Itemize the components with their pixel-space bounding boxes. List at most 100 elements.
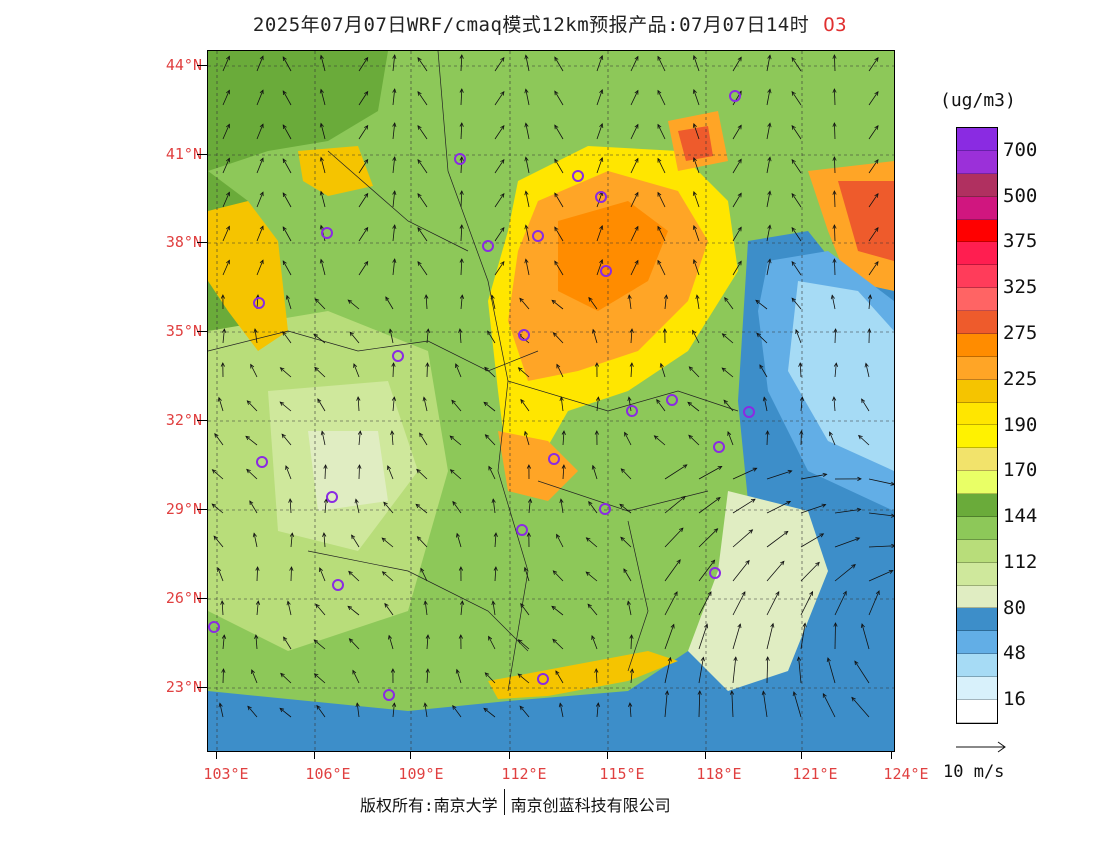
wind-arrow-head — [695, 294, 700, 300]
wind-arrow-head — [500, 192, 505, 198]
wind-arrow-head — [657, 259, 662, 265]
wind-arrow — [834, 88, 836, 106]
wind-arrow — [623, 568, 632, 582]
wind-arrow — [552, 639, 564, 650]
wind-arrow — [417, 57, 428, 72]
wind-arrow-head — [217, 567, 222, 572]
wind-arrow — [732, 57, 742, 72]
color-bar-label: 112 — [1003, 550, 1038, 573]
ozone-map[interactable] — [207, 50, 895, 752]
wind-arrow-head — [247, 705, 252, 711]
wind-arrow — [320, 89, 326, 106]
wind-arrow — [657, 90, 666, 106]
wind-arrow-head — [388, 634, 392, 640]
wind-arrow — [791, 193, 802, 208]
wind-arrow-head — [484, 434, 490, 439]
wind-arrow-head — [259, 259, 264, 265]
wind-arrow-head — [554, 226, 559, 232]
wind-arrow-head — [663, 294, 669, 299]
wind-arrow-head — [585, 571, 591, 576]
wind-arrow — [320, 55, 326, 72]
wind-arrow — [868, 227, 879, 242]
wind-arrow-head — [629, 328, 634, 333]
very-high-ozone-region — [558, 201, 668, 311]
wind-arrow-head — [692, 89, 697, 94]
wind-arrow — [222, 260, 230, 276]
wind-arrow — [692, 330, 700, 344]
wind-arrow — [222, 124, 230, 140]
wind-arrow-head — [791, 90, 796, 96]
wind-arrow-head — [710, 559, 716, 565]
wind-arrow-head — [384, 602, 389, 608]
wind-arrow — [358, 431, 361, 446]
lon-label: 124°E — [883, 765, 929, 783]
wind-arrow — [596, 89, 603, 106]
wind-arrow-head — [500, 158, 505, 164]
wind-arrow-head — [217, 396, 222, 402]
wind-arrow-head — [724, 296, 729, 302]
wind-arrow-head — [425, 328, 431, 333]
wind-arrow-head — [488, 465, 493, 471]
wind-arrow — [627, 601, 632, 616]
wind-arrow-head — [500, 90, 505, 96]
wind-arrow — [392, 259, 396, 276]
wind-arrow — [554, 226, 564, 242]
wind-arrow — [494, 566, 497, 582]
wind-arrow — [282, 226, 292, 242]
very-high-ozone-region — [498, 431, 578, 501]
wind-arrow-head — [888, 570, 894, 574]
wind-arrow-head — [855, 537, 861, 542]
city-marker — [253, 297, 265, 309]
wind-arrow-head — [556, 533, 561, 539]
wind-arrow-head — [692, 225, 697, 230]
wind-arrow-head — [259, 123, 264, 129]
wind-arrow-head — [252, 532, 257, 538]
wind-arrow — [392, 157, 396, 174]
wind-arrow-head — [554, 260, 559, 266]
wind-arrow — [494, 125, 505, 140]
wind-arrow-head — [364, 260, 369, 266]
wind-arrow — [419, 432, 428, 446]
lat-tick — [197, 598, 207, 599]
wind-arrow — [693, 123, 700, 140]
wind-arrow-head — [599, 55, 604, 60]
lon-tick — [705, 751, 706, 759]
wind-arrow — [247, 400, 258, 412]
wind-arrow — [629, 702, 632, 718]
wind-arrow-head — [347, 605, 353, 611]
wind-arrow-head — [484, 366, 489, 372]
color-bar-cell — [957, 333, 997, 357]
wind-arrow — [349, 331, 360, 344]
wind-arrow — [630, 56, 639, 72]
wind-arrow-head — [759, 364, 764, 369]
wind-arrow-head — [425, 668, 430, 673]
wind-arrow — [214, 433, 224, 446]
wind-arrow — [321, 431, 326, 446]
wind-arrow-head — [682, 464, 688, 469]
lat-tick — [197, 509, 207, 510]
wind-arrow-head — [220, 362, 225, 367]
wind-arrow-head — [821, 503, 827, 508]
wind-arrow-head — [458, 634, 463, 639]
wind-arrow-head — [832, 396, 837, 401]
wind-arrow — [630, 124, 639, 140]
wind-arrow-head — [737, 192, 742, 198]
wind-arrow-head — [354, 498, 359, 504]
wind-arrow-head — [524, 122, 529, 128]
wind-arrow-head — [282, 56, 287, 62]
wind-arrow — [417, 91, 428, 106]
color-bar-cell — [957, 585, 997, 609]
color-bar-label: 325 — [1003, 276, 1038, 299]
wind-arrow — [766, 157, 771, 174]
wind-arrow — [664, 691, 668, 718]
wind-arrow-head — [551, 605, 556, 611]
wind-arrow-head — [594, 362, 600, 367]
wind-arrow-head — [226, 225, 230, 231]
wind-arrow — [664, 624, 675, 650]
wind-arrow — [554, 158, 564, 174]
wind-arrow-head — [822, 692, 827, 698]
wind-arrow — [525, 55, 530, 72]
wind-arrow-head — [355, 702, 360, 708]
wind-arrow-head — [627, 294, 632, 300]
wind-arrow-head — [595, 702, 601, 707]
